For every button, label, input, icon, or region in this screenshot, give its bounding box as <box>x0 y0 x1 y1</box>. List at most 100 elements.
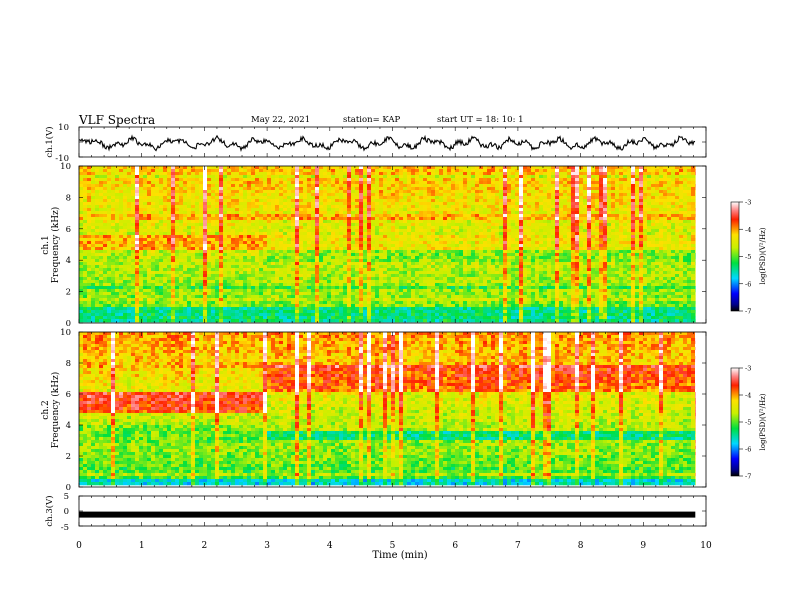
spectrogram-cell <box>211 214 215 217</box>
spectrogram-cell <box>235 310 239 313</box>
spectrogram-cell <box>167 238 171 241</box>
spectrogram-cell <box>111 211 115 214</box>
spectrogram-cell <box>103 313 107 316</box>
spectrogram-cell <box>91 310 95 313</box>
spectrogram-cell <box>199 214 203 217</box>
spectrogram-cell <box>107 217 111 220</box>
spectrogram-cell <box>183 175 187 178</box>
spectrogram-cell <box>167 175 171 178</box>
spectrogram-cell <box>151 178 155 181</box>
spectrogram-cell <box>119 178 123 181</box>
spectrogram-cell <box>159 178 163 181</box>
spectrogram-cell <box>103 256 107 259</box>
spectrogram-cell <box>227 304 231 307</box>
spectrogram-cell <box>151 175 155 178</box>
spectrogram-cell <box>143 253 147 256</box>
spectrogram-cell <box>119 169 123 172</box>
spectrogram-cell <box>151 211 155 214</box>
spectrogram-cell <box>119 187 123 190</box>
spectrogram-cell <box>143 232 147 235</box>
spectrogram-cell <box>135 187 139 190</box>
spectrogram-cell <box>87 235 91 238</box>
spectrogram-cell <box>187 202 191 205</box>
spectrogram-cell <box>167 193 171 196</box>
spectrogram-cell <box>183 307 187 310</box>
spectrogram-cell <box>111 217 115 220</box>
spectrogram-cell <box>235 274 239 277</box>
spectrogram-cell <box>203 274 207 277</box>
spectrogram-cell <box>215 259 219 262</box>
spectrogram-cell <box>103 217 107 220</box>
spectrogram-cell <box>171 220 175 223</box>
spectrogram-cell <box>179 172 183 175</box>
spectrogram-cell <box>159 283 163 286</box>
spectrogram-cell <box>207 190 211 193</box>
spectrogram-cell <box>127 232 131 235</box>
spectrogram-cell <box>163 172 167 175</box>
spectrogram-cell <box>95 208 99 211</box>
spectrogram-cell <box>103 277 107 280</box>
spectrogram-cell <box>139 250 143 253</box>
spectrogram-cell <box>143 298 147 301</box>
spectrogram-cell <box>187 286 191 289</box>
spectrogram-cell <box>139 280 143 283</box>
spectrogram-cell <box>139 319 143 322</box>
spectrogram-cell <box>187 289 191 292</box>
spectrogram-cell <box>167 235 171 238</box>
spectrogram-cell <box>99 169 103 172</box>
spectrogram-cell <box>107 298 111 301</box>
spectrogram-cell <box>103 298 107 301</box>
spectrogram-cell <box>99 226 103 229</box>
spectrogram-cell <box>115 268 119 271</box>
spectrogram-cell <box>111 199 115 202</box>
spectrogram-cell <box>171 193 175 196</box>
spectrogram-cell <box>119 277 123 280</box>
spectrogram-cell <box>235 205 239 208</box>
spectrogram-cell <box>143 205 147 208</box>
spectrogram-cell <box>203 235 207 238</box>
spectrogram-cell <box>171 196 175 199</box>
spectrogram-cell <box>215 196 219 199</box>
spectrogram-cell <box>91 187 95 190</box>
spectrogram-cell <box>103 283 107 286</box>
spectrogram-cell <box>203 217 207 220</box>
spectrogram-cell <box>103 223 107 226</box>
spectrogram-cell <box>187 265 191 268</box>
spectrogram-cell <box>123 211 127 214</box>
spectrogram-cell <box>127 211 131 214</box>
spectrogram-cell <box>99 286 103 289</box>
spectrogram-cell <box>151 265 155 268</box>
spectrogram-cell <box>147 211 151 214</box>
spectrogram-cell <box>195 301 199 304</box>
spectrogram-cell <box>135 292 139 295</box>
spectrogram-cell <box>235 313 239 316</box>
spectrogram-cell <box>231 223 235 226</box>
spectrogram-cell <box>167 214 171 217</box>
spectrogram-cell <box>171 307 175 310</box>
spectrogram-cell <box>151 253 155 256</box>
spectrogram-cell <box>131 259 135 262</box>
spectrogram-cell <box>203 166 207 169</box>
spectrogram-cell <box>155 187 159 190</box>
spectrogram-cell <box>227 202 231 205</box>
spectrogram-cell <box>187 277 191 280</box>
spectrogram-cell <box>167 271 171 274</box>
spectrogram-cell <box>167 304 171 307</box>
spectrogram-cell <box>215 310 219 313</box>
spectrogram-cell <box>111 208 115 211</box>
spectrogram-cell <box>115 238 119 241</box>
spectrogram-cell <box>187 262 191 265</box>
spectrogram-cell <box>219 247 223 250</box>
spectrogram-cell <box>147 175 151 178</box>
spectrogram-cell <box>215 211 219 214</box>
spectrogram-cell <box>171 265 175 268</box>
spectrogram-cell <box>235 259 239 262</box>
spectrogram-cell <box>103 262 107 265</box>
spectrogram-cell <box>155 298 159 301</box>
spectrogram-cell <box>235 220 239 223</box>
spectrogram-cell <box>83 247 87 250</box>
spectrogram-cell <box>175 238 179 241</box>
spectrogram-cell <box>115 319 119 322</box>
spectrogram-cell <box>207 304 211 307</box>
spectrogram-cell <box>107 307 111 310</box>
